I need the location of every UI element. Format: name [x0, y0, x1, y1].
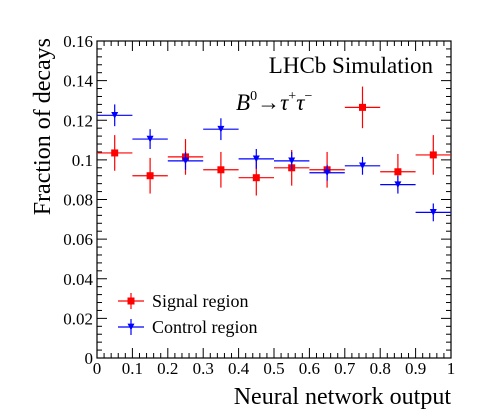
data-point — [359, 162, 366, 170]
data-point — [394, 168, 402, 176]
y-tick-label: 0.06 — [63, 230, 93, 249]
y-tick-label: 0.12 — [63, 111, 93, 130]
x-axis-title: Neural network output — [234, 384, 452, 410]
x-tick-label: 1 — [447, 359, 456, 378]
decay-arrow-tau: →τ — [257, 90, 289, 115]
experiment-label: LHCb Simulation — [269, 53, 434, 78]
decay-label: B0→τ+τ− — [236, 89, 312, 115]
legend-label: Control region — [152, 317, 258, 337]
x-tick-label: 0.8 — [370, 359, 391, 378]
data-point — [111, 111, 119, 119]
x-tick-label: 0.5 — [263, 359, 284, 378]
y-tick-label: 0.14 — [63, 72, 93, 91]
y-tick-label: 0.16 — [63, 32, 93, 51]
series-layer — [97, 86, 451, 222]
decay-b: B — [236, 90, 250, 115]
x-tick-label: 0 — [93, 359, 102, 378]
y-tick-label: 0.04 — [63, 270, 93, 289]
data-point — [288, 157, 296, 165]
x-tick-label: 0.9 — [405, 359, 426, 378]
data-point — [217, 166, 225, 174]
data-point — [146, 172, 154, 180]
data-point — [429, 151, 437, 159]
axis-ticks — [96, 40, 452, 359]
data-point — [323, 169, 331, 177]
decay-b-sup: 0 — [250, 89, 257, 104]
tick-labels: 0 0.1 0.2 0.3 0.4 0.5 0.6 0.7 0.8 0.9 1 0 0.02 0.04 0.… — [63, 32, 455, 378]
legend-label: Signal region — [152, 291, 249, 311]
x-tick-label: 0.2 — [157, 359, 178, 378]
plot-frame — [96, 40, 452, 359]
legend-marker — [127, 323, 135, 331]
y-tick-label: 0.08 — [63, 191, 93, 210]
y-axis-title: Fraction of decays — [30, 38, 56, 215]
y-tick-label: 0.02 — [63, 309, 93, 328]
legend-entry-signal-region: Signal region — [118, 291, 249, 311]
legend-marker — [127, 297, 135, 305]
x-tick-label: 0.6 — [299, 359, 320, 378]
data-point — [429, 209, 437, 216]
data-point — [252, 174, 260, 182]
data-point — [182, 157, 189, 165]
legend: Signal region Control region — [118, 291, 258, 337]
legend-entry-control-region: Control region — [118, 317, 258, 337]
plot-border — [96, 40, 452, 359]
data-point — [217, 125, 225, 133]
data-point — [252, 155, 260, 163]
y-tick-label: 0 — [85, 349, 94, 368]
data-point — [146, 135, 154, 143]
x-tick-label: 0.7 — [334, 359, 356, 378]
data-point — [394, 181, 402, 188]
decay-tau-plus: + — [288, 89, 296, 104]
data-point — [111, 149, 119, 157]
series-control-region — [97, 104, 451, 222]
data-point — [359, 103, 366, 111]
x-tick-label: 0.1 — [122, 359, 143, 378]
decay-tau2: τ — [296, 90, 305, 115]
y-tick-label: 0.1 — [72, 151, 93, 170]
decay-tau-minus: − — [304, 89, 312, 104]
x-tick-label: 0.4 — [228, 359, 250, 378]
x-tick-label: 0.3 — [193, 359, 214, 378]
